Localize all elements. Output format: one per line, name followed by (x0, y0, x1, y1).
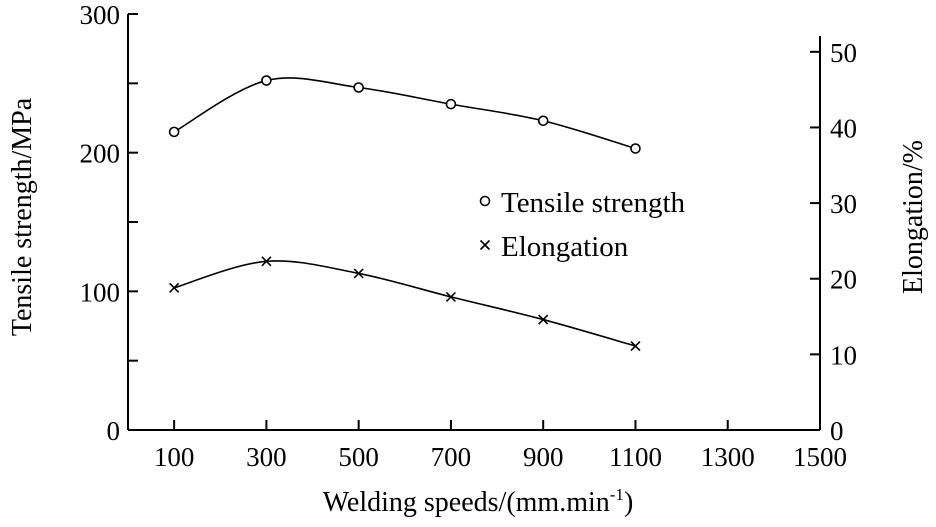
elongation-point (261, 256, 272, 267)
y-right-tick-label: 10 (830, 340, 857, 370)
x-axis-title: Welding speeds/(mm.min-1) (323, 485, 634, 518)
legend-elongation-label: Elongation (501, 231, 629, 263)
x-axis-title-main: Welding speeds/(mm.min (323, 487, 610, 518)
x-tick-label: 300 (246, 442, 287, 472)
x-tick-label: 1300 (701, 442, 755, 472)
x-tick-label: 900 (523, 442, 564, 472)
y-right-tick-label: 20 (830, 265, 857, 295)
chart-ticks: 100 300 500 700 900 1100 1300 15000100200300010… (80, 0, 858, 472)
y-right-tick-label: 50 (830, 38, 857, 68)
tensile-strength-point (537, 115, 549, 127)
tensile-strength-point (261, 75, 272, 86)
x-tick-label: 1500 (793, 442, 847, 472)
x-tick-label: 700 (431, 442, 472, 472)
y-axis-left-title: Tensile strength/MPa (7, 97, 38, 336)
x-tick-label: 1100 (609, 442, 662, 472)
legend-tensile-strength-label: Tensile strength (501, 187, 686, 219)
tensile-strength-point (445, 98, 457, 110)
y-right-tick-label: 40 (830, 113, 857, 143)
y-axis-right-title: Elongation/% (898, 140, 929, 294)
y-right-tick-label: 30 (830, 189, 857, 219)
y-left-tick-label: 200 (80, 139, 121, 169)
elongation-point (445, 291, 456, 302)
x-tick-label: 500 (338, 442, 379, 472)
legend-elongation-marker (479, 239, 491, 251)
x-axis-title-close: ) (624, 487, 633, 518)
x-tick-label: 100 (154, 442, 195, 472)
tensile-strength-point (353, 82, 364, 93)
elongation-point (353, 268, 364, 279)
y-right-tick-label: 0 (830, 416, 844, 446)
chart-series (168, 75, 641, 352)
y-left-tick-label: 100 (80, 277, 121, 307)
legend-tensile-strength-marker (479, 195, 491, 207)
x-axis-title-sup: -1 (610, 485, 624, 504)
tensile-strength-point (630, 143, 641, 154)
y-left-tick-label: 300 (80, 0, 121, 30)
elongation-point (538, 314, 549, 325)
tensile-strength-point (168, 126, 180, 138)
y-left-tick-label: 0 (107, 416, 121, 446)
chart-axes (127, 14, 821, 431)
elongation-point (630, 340, 641, 352)
chart-legend: Tensile strength Elongation (479, 187, 686, 263)
tensile-strength-line (173, 77, 636, 150)
elongation-point (169, 282, 180, 293)
elongation-line (173, 260, 636, 347)
